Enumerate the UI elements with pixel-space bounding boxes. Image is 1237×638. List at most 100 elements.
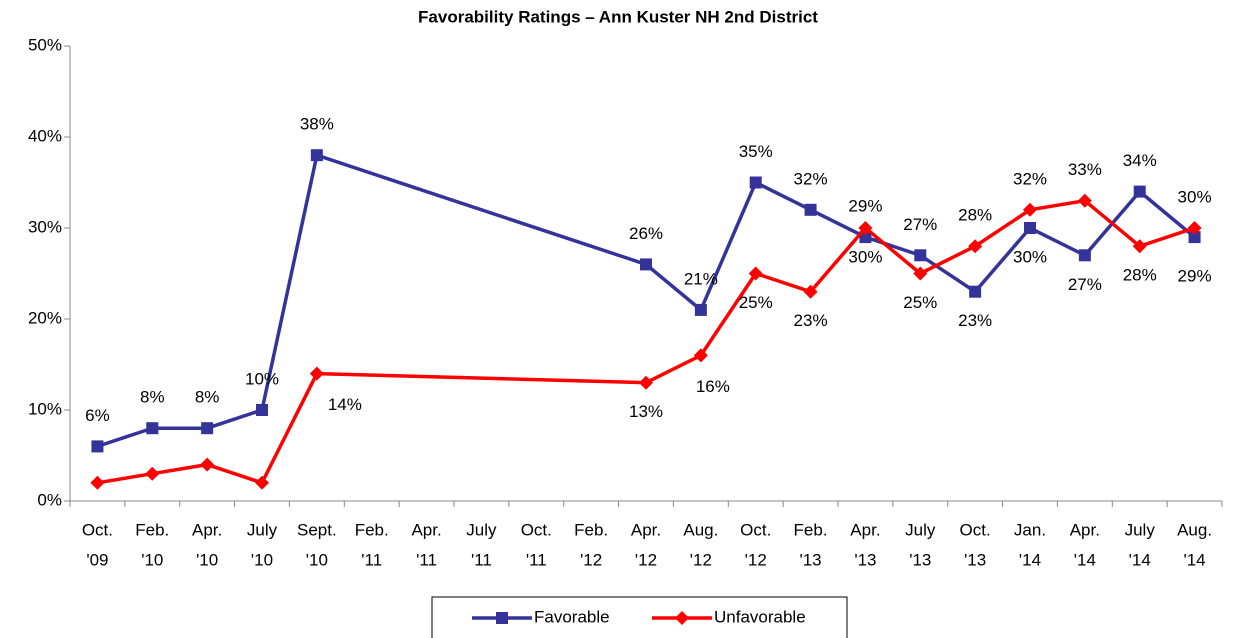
gap-connector [316, 153, 647, 267]
data-label: 25% [903, 293, 937, 312]
y-tick-label: 30% [28, 217, 62, 236]
x-tick-label: Aug. [683, 520, 718, 539]
series-line [644, 180, 1196, 313]
data-label: 27% [1068, 275, 1102, 294]
x-tick-label: July [247, 520, 278, 539]
data-label: 16% [696, 377, 730, 396]
data-label: 8% [195, 388, 220, 407]
marker [1133, 185, 1146, 198]
marker [1078, 249, 1091, 262]
x-tick-label: '10 [141, 550, 163, 569]
data-label: 23% [794, 311, 828, 330]
x-tick-label: Sept. [297, 520, 337, 539]
x-tick-label: '14 [1019, 550, 1041, 569]
data-label: 38% [300, 115, 334, 134]
marker [1188, 231, 1201, 244]
data-label: 29% [1178, 267, 1212, 286]
data-label: 28% [1123, 266, 1157, 285]
marker [1187, 221, 1202, 235]
x-tick-label: July [905, 520, 936, 539]
data-label: 10% [245, 369, 279, 388]
data-label: 27% [903, 215, 937, 234]
y-tick-label: 50% [28, 35, 62, 54]
marker [310, 149, 323, 162]
x-tick-label: Apr. [850, 520, 880, 539]
data-label: 6% [85, 406, 110, 425]
x-tick-label: '11 [526, 550, 547, 569]
x-tick-label: '09 [86, 550, 108, 569]
data-label: 29% [848, 197, 882, 216]
y-tick-label: 20% [28, 308, 62, 327]
marker [804, 203, 817, 216]
x-tick-label: '14 [1129, 550, 1151, 569]
marker [91, 440, 104, 453]
x-tick-label: '10 [251, 550, 273, 569]
marker [1024, 222, 1036, 234]
x-tick-label: Apr. [1070, 520, 1100, 539]
marker [200, 457, 215, 472]
marker [803, 284, 818, 299]
x-tick-label: '13 [799, 550, 821, 569]
x-tick-label: '12 [580, 550, 602, 569]
x-tick-label: Feb. [135, 520, 169, 539]
marker [1023, 202, 1037, 217]
legend-marker [496, 612, 508, 624]
marker [858, 221, 873, 235]
data-label: 30% [1013, 247, 1047, 266]
x-tick-label: July [1125, 520, 1156, 539]
data-label: 21% [684, 269, 718, 288]
marker [90, 475, 105, 490]
data-label: 32% [794, 169, 828, 188]
data-label: 8% [140, 388, 165, 407]
data-label: 33% [1068, 160, 1102, 179]
x-tick-label: '10 [306, 550, 328, 569]
data-label: 28% [958, 206, 992, 225]
x-tick-label: '11 [416, 550, 437, 569]
x-tick-label: Oct. [960, 520, 991, 539]
y-tick-label: 40% [28, 126, 62, 145]
x-tick-label: '10 [196, 550, 218, 569]
marker [1132, 239, 1147, 254]
data-label: 34% [1123, 151, 1157, 170]
marker [749, 176, 762, 189]
marker [748, 266, 763, 281]
data-label: 13% [629, 402, 663, 421]
data-label: 23% [958, 311, 992, 330]
chart-title: Favorability Ratings – Ann Kuster NH 2nd… [418, 7, 818, 26]
legend-label: Favorable [534, 607, 610, 626]
x-tick-label: '13 [854, 550, 876, 569]
data-label: 32% [1013, 169, 1047, 188]
x-tick-label: July [466, 520, 497, 539]
marker [639, 375, 653, 390]
marker [255, 475, 269, 490]
data-label: 30% [1178, 187, 1212, 206]
marker [693, 348, 708, 363]
marker [969, 285, 982, 298]
marker [968, 239, 983, 254]
x-tick-label: Feb. [574, 520, 608, 539]
data-label: 14% [328, 395, 362, 414]
y-tick-label: 0% [37, 490, 62, 509]
legend-label: Unfavorable [714, 607, 806, 626]
x-tick-label: Aug. [1177, 520, 1212, 539]
x-tick-label: '12 [690, 550, 712, 569]
x-tick-label: Oct. [740, 520, 771, 539]
x-tick-label: Apr. [631, 520, 661, 539]
x-tick-label: '14 [1183, 550, 1205, 569]
data-label: 25% [739, 293, 773, 312]
x-tick-label: '13 [964, 550, 986, 569]
marker [201, 422, 214, 435]
x-tick-label: Apr. [192, 520, 222, 539]
x-tick-label: Feb. [355, 520, 389, 539]
x-tick-label: '11 [471, 550, 492, 569]
marker [694, 303, 707, 316]
x-tick-label: Oct. [82, 520, 113, 539]
marker [914, 249, 927, 262]
data-label: 30% [848, 247, 882, 266]
marker [145, 466, 160, 481]
marker [146, 422, 159, 435]
x-tick-label: Apr. [411, 520, 441, 539]
gap-connector [316, 371, 647, 385]
data-label: 35% [739, 142, 773, 161]
